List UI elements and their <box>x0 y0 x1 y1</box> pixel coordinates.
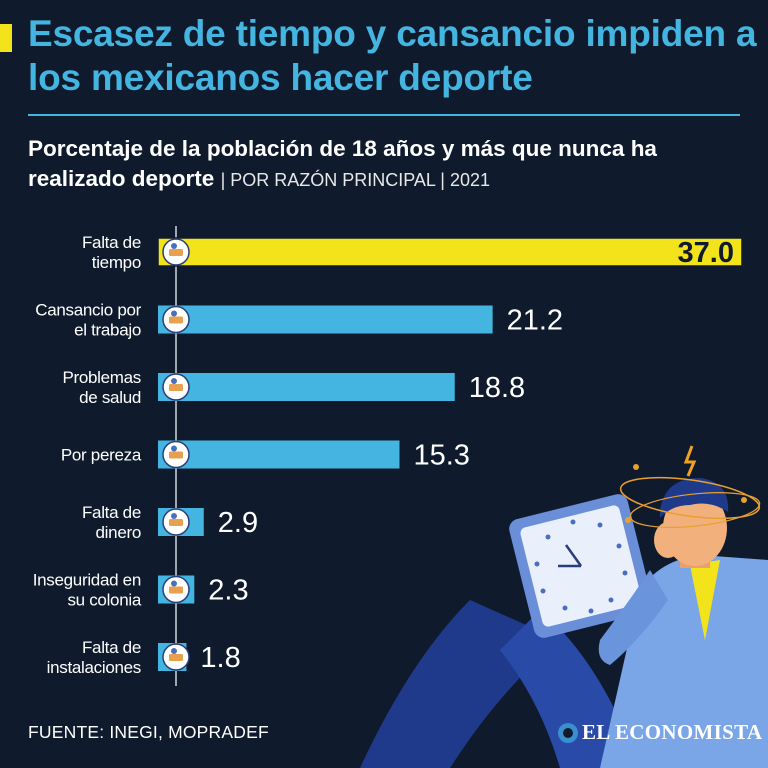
category-label: Falta de <box>82 638 141 657</box>
clock-icon <box>509 494 653 638</box>
subtitle-note: | POR RAZÓN PRINCIPAL | 2021 <box>220 170 490 190</box>
thief-icon <box>162 575 190 604</box>
category-label: instalaciones <box>47 658 141 677</box>
sick-person-icon <box>162 373 190 401</box>
value-label: 37.0 <box>678 237 734 269</box>
bar-group: Por pereza 15.3 <box>61 440 470 472</box>
desk-work-icon <box>162 305 190 334</box>
source-note: FUENTE: INEGI, MOPRADEF <box>28 722 269 742</box>
category-label: Por pereza <box>61 446 142 465</box>
category-label: Falta de <box>82 233 141 252</box>
brand-name: EL ECONOMISTA <box>582 720 763 744</box>
bar <box>158 373 455 401</box>
subtitle-main: Porcentaje de la población de 18 años y … <box>28 136 657 191</box>
value-label: 18.8 <box>469 372 525 404</box>
chart-subtitle: Porcentaje de la población de 18 años y … <box>28 134 748 195</box>
category-label: dinero <box>96 523 141 542</box>
value-label: 15.3 <box>413 440 469 472</box>
category-label: Problemas <box>62 368 141 387</box>
category-label: su colonia <box>67 591 141 610</box>
money-icon <box>162 508 190 536</box>
category-label: Inseguridad en <box>33 571 141 590</box>
category-label: el trabajo <box>74 321 141 340</box>
category-label: de salud <box>79 388 141 407</box>
value-label: 21.2 <box>507 305 563 337</box>
bar <box>158 305 493 334</box>
value-label: 2.3 <box>208 575 248 607</box>
page-title: Escasez de tiempo y cansancio impiden a … <box>28 13 757 98</box>
brand-logo: EL ECONOMISTA <box>558 720 762 745</box>
value-label: 2.9 <box>218 507 258 539</box>
category-label: Cansancio por <box>35 301 141 320</box>
clock-sleep-icon <box>162 238 190 266</box>
brand-icon <box>558 722 578 743</box>
value-label: 1.8 <box>200 642 240 674</box>
couch-icon <box>162 440 190 469</box>
category-label: tiempo <box>92 253 141 272</box>
stadium-icon <box>162 643 190 671</box>
title-accent-bar <box>0 24 12 52</box>
bar <box>157 237 743 267</box>
bar <box>158 440 400 469</box>
title-divider <box>28 114 740 116</box>
category-label: Falta de <box>82 503 141 522</box>
